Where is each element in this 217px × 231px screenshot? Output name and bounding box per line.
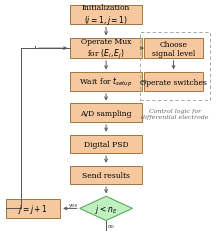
FancyBboxPatch shape <box>7 199 60 218</box>
FancyBboxPatch shape <box>144 73 203 91</box>
Polygon shape <box>80 196 132 221</box>
Text: Operate switches: Operate switches <box>140 78 207 86</box>
Text: Wait for $t_{setup}$: Wait for $t_{setup}$ <box>79 76 133 89</box>
Text: yes: yes <box>68 203 78 207</box>
Text: Send results: Send results <box>82 171 130 179</box>
Text: Digital PSD: Digital PSD <box>84 140 128 148</box>
Text: Operate Mux
for $(E_i, E_j)$: Operate Mux for $(E_i, E_j)$ <box>81 38 131 60</box>
Text: $j = j + 1$: $j = j + 1$ <box>18 202 48 215</box>
Text: Control logic for
differential electrode: Control logic for differential electrode <box>141 109 209 119</box>
Text: no: no <box>108 223 115 228</box>
FancyBboxPatch shape <box>70 104 142 122</box>
FancyBboxPatch shape <box>70 73 142 91</box>
Text: A/D sampling: A/D sampling <box>80 109 132 117</box>
FancyBboxPatch shape <box>70 135 142 153</box>
Text: Choose
signal level: Choose signal level <box>152 40 195 58</box>
FancyBboxPatch shape <box>70 6 142 25</box>
FancyBboxPatch shape <box>70 39 142 59</box>
Text: $j < n_E$: $j < n_E$ <box>95 202 117 215</box>
FancyBboxPatch shape <box>144 39 203 59</box>
FancyBboxPatch shape <box>70 166 142 184</box>
Text: Initialization
$(i = 1, j = 1)$: Initialization $(i = 1, j = 1)$ <box>82 4 130 27</box>
